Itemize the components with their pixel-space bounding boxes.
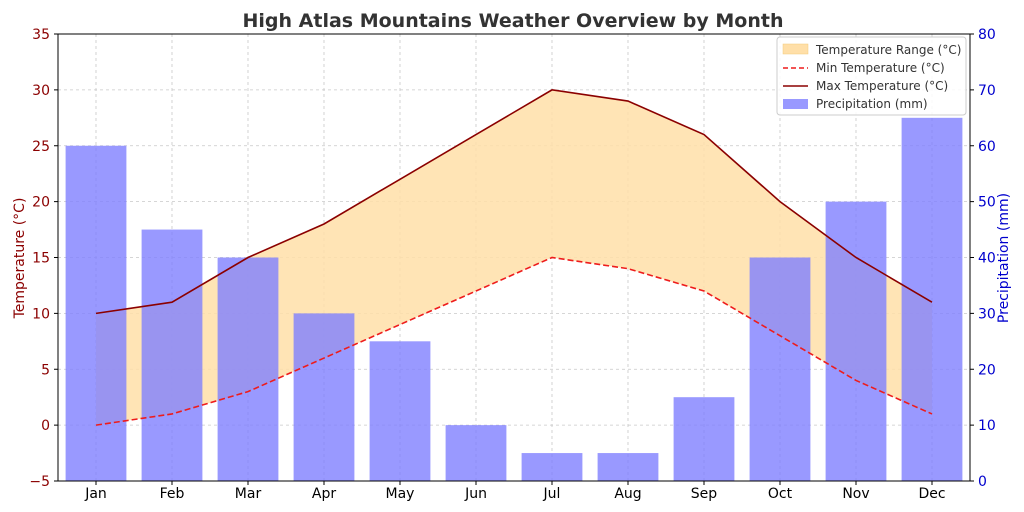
precipitation-bar-mar: [217, 257, 279, 481]
legend-swatch-precipitation: [783, 99, 808, 109]
y2-tick-label: 0: [978, 474, 987, 490]
x-tick-label-aug: Aug: [614, 486, 641, 502]
y-tick-label: 30: [32, 83, 50, 99]
legend-box: [776, 36, 967, 116]
precipitation-bar-may: [369, 341, 431, 481]
y-tick-label: 0: [41, 418, 50, 434]
precipitation-bar-jul: [521, 453, 583, 481]
precipitation-bar-oct: [749, 257, 811, 481]
x-tick-label-may: May: [386, 486, 415, 502]
axes: [54, 33, 974, 485]
max-temperature-line: [95, 89, 933, 315]
chart-title: High Atlas Mountains Weather Overview by…: [243, 10, 784, 32]
y-tick-label: −5: [29, 474, 50, 490]
y-tick-label: 10: [32, 306, 50, 322]
legend-label-precipitation: Precipitation (mm): [816, 97, 928, 111]
y2-tick-label: 40: [978, 251, 996, 267]
y2-tick-label: 60: [978, 139, 996, 155]
x-tick-label-feb: Feb: [160, 486, 185, 502]
precipitation-bar-jun: [445, 425, 507, 481]
x-tick-label-sep: Sep: [691, 486, 718, 502]
precipitation-bar-aug: [597, 453, 659, 481]
y2-tick-label: 30: [978, 306, 996, 322]
legend-label-max-temperature: Max Temperature (°C): [816, 79, 948, 93]
x-tick-label-apr: Apr: [312, 486, 336, 502]
y-axis-label: Temperature (°C): [12, 198, 28, 320]
precipitation-bar-dec: [901, 117, 963, 481]
y2-tick-label: 50: [978, 195, 996, 211]
x-tick-label-oct: Oct: [768, 486, 793, 502]
y2-tick-label: 10: [978, 418, 996, 434]
y2-tick-label: 80: [978, 27, 996, 43]
y-tick-label: 15: [32, 251, 50, 267]
y-tick-label: 20: [32, 195, 50, 211]
y-tick-label: 35: [32, 27, 50, 43]
tick-labels: −5 0 5 10 15 20 25 30 35 0 10 20 30 40 50 60 70 80 Jan Feb M…: [29, 27, 995, 502]
y2-axis-label: Precipitation (mm): [996, 193, 1012, 323]
legend: Temperature Range (°C) Min Temperature (…: [776, 36, 967, 116]
x-tick-label-jan: Jan: [84, 486, 107, 502]
legend-label-temperature-range: Temperature Range (°C): [815, 43, 961, 57]
legend-swatch-temperature-range: [782, 43, 809, 55]
x-tick-label-dec: Dec: [918, 486, 945, 502]
x-tick-label-mar: Mar: [235, 486, 262, 502]
precipitation-bar-feb: [141, 229, 203, 481]
legend-label-min-temperature: Min Temperature (°C): [816, 61, 945, 75]
x-tick-label-jul: Jul: [543, 486, 561, 502]
y-tick-label: 5: [41, 362, 50, 378]
temperature-lines: [95, 89, 933, 426]
y2-tick-label: 70: [978, 83, 996, 99]
y-tick-label: 25: [32, 139, 50, 155]
x-tick-label-nov: Nov: [842, 486, 869, 502]
x-tick-label-jun: Jun: [464, 486, 487, 502]
precipitation-bar-nov: [825, 201, 887, 481]
min-temperature-line: [95, 256, 933, 426]
precipitation-bars: [65, 117, 963, 481]
precipitation-bar-apr: [293, 313, 355, 481]
precipitation-bar-sep: [673, 397, 735, 481]
y2-tick-label: 20: [978, 362, 996, 378]
